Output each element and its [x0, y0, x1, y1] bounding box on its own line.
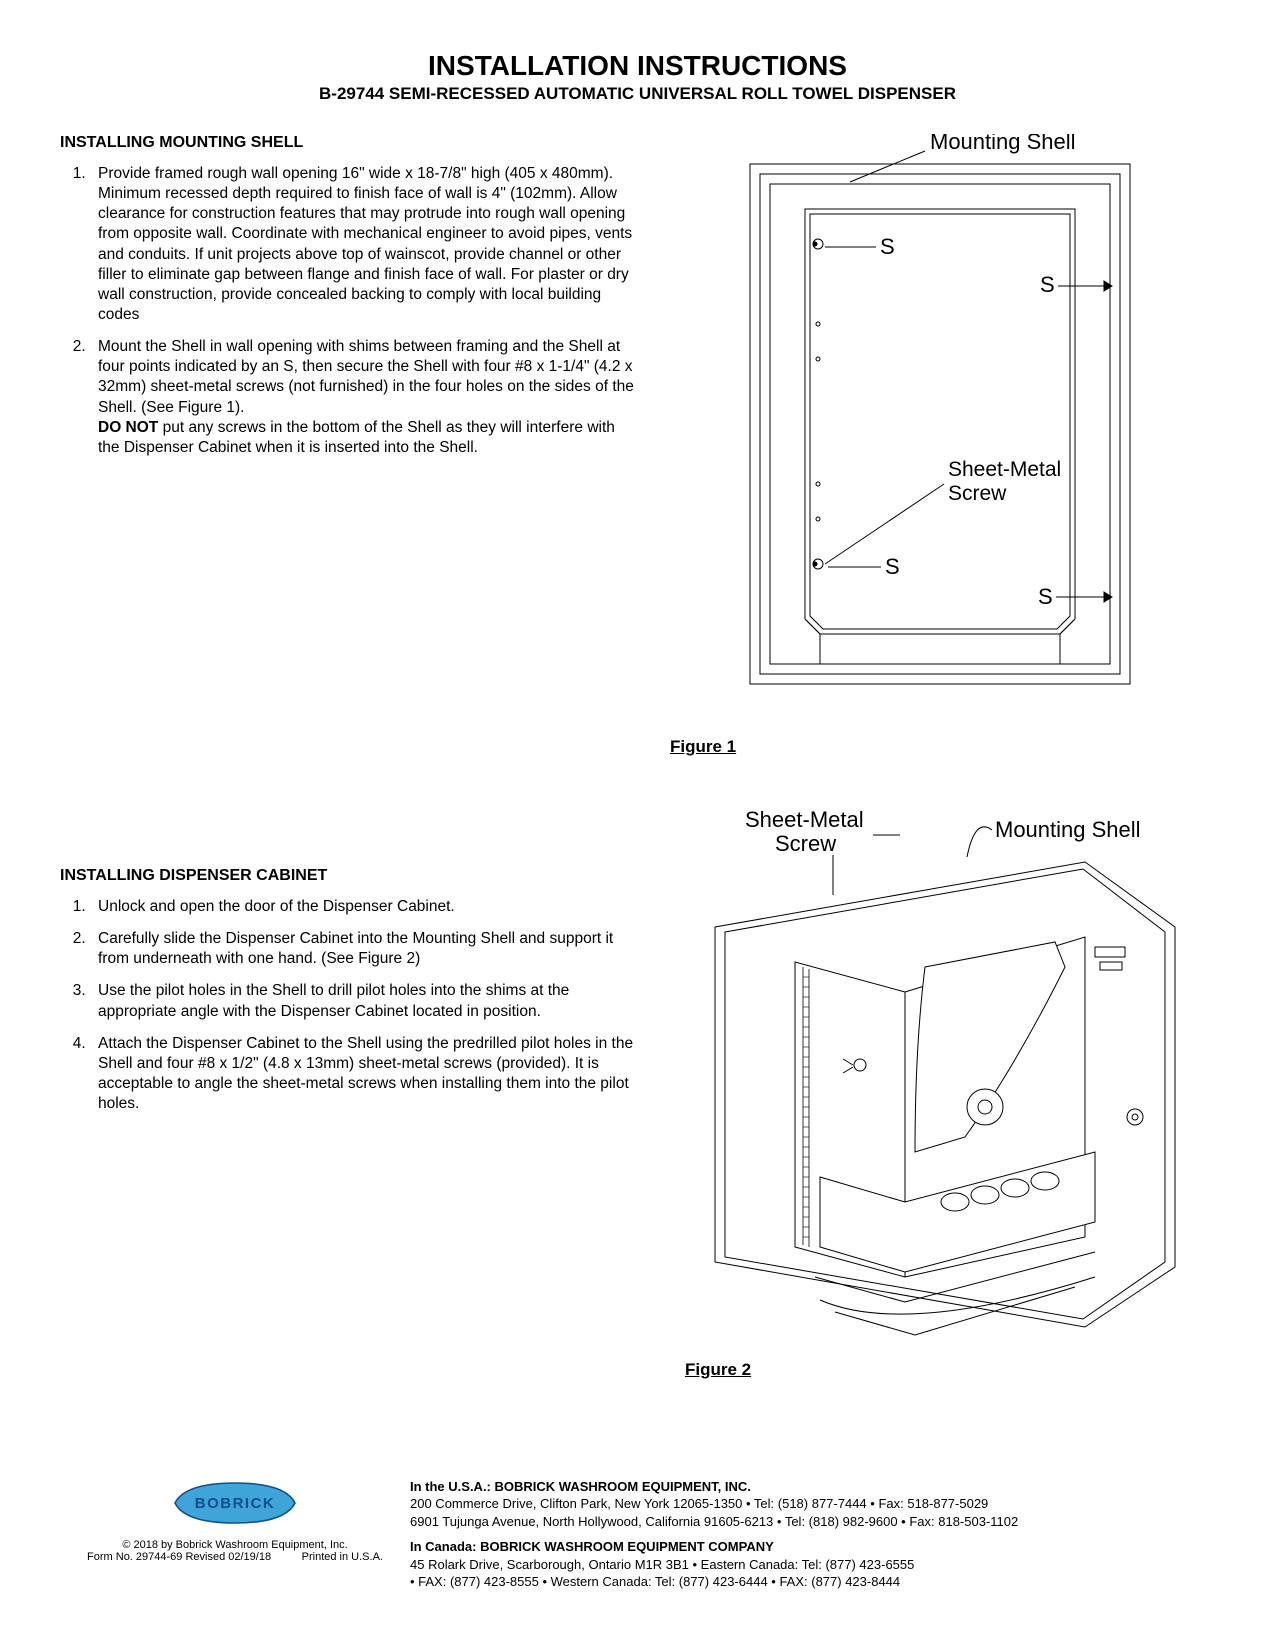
section1-item-2: Mount the Shell in wall opening with shi… [90, 337, 640, 458]
footer-usa-heading: In the U.S.A.: BOBRICK WASHROOM EQUIPMEN… [410, 1478, 1215, 1496]
figure2-caption: Figure 2 [685, 1360, 1215, 1380]
footer-canada-line2: • FAX: (877) 423-8555 • Western Canada: … [410, 1573, 1215, 1591]
footer-usa-line2: 6901 Tujunga Avenue, North Hollywood, Ca… [410, 1513, 1215, 1531]
footer-usa-line1: 200 Commerce Drive, Clifton Park, New Yo… [410, 1495, 1215, 1513]
fig1-s-br: S [1038, 584, 1053, 609]
section2-item-4: Attach the Dispenser Cabinet to the Shel… [90, 1034, 635, 1115]
page-title: INSTALLATION INSTRUCTIONS [60, 50, 1215, 82]
copyright-line: © 2018 by Bobrick Washroom Equipment, In… [60, 1539, 410, 1551]
fig1-label-mounting-shell: Mounting Shell [930, 134, 1076, 154]
section2-item-2: Carefully slide the Dispenser Cabinet in… [90, 929, 635, 969]
form-line: Form No. 29744-69 Revised 02/19/18 Print… [60, 1551, 410, 1563]
section1-item-1: Provide framed rough wall opening 16" wi… [90, 164, 640, 325]
footer: BOBRICK © 2018 by Bobrick Washroom Equip… [60, 1478, 1215, 1591]
footer-canada-heading: In Canada: BOBRICK WASHROOM EQUIPMENT CO… [410, 1538, 1215, 1556]
section1-item-2-bold: DO NOT [98, 419, 158, 436]
fig2-label-sms1: Sheet-Metal [745, 807, 864, 832]
section2-item-3: Use the pilot holes in the Shell to dril… [90, 981, 635, 1021]
fig1-label-sms2: Screw [948, 482, 1007, 505]
figure1-diagram: Mounting Shell S S S S [660, 134, 1180, 724]
section1-item-2-post: put any screws in the bottom of the Shel… [98, 419, 615, 456]
fig2-label-mounting-shell: Mounting Shell [995, 817, 1141, 842]
bobrick-logo: BOBRICK [165, 1478, 305, 1528]
section2-heading: INSTALLING DISPENSER CABINET [60, 867, 635, 885]
figure1-caption: Figure 1 [670, 737, 1215, 757]
section2-item-1: Unlock and open the door of the Dispense… [90, 897, 635, 917]
fig1-label-sms1: Sheet-Metal [948, 458, 1061, 481]
section1-item-2-pre: Mount the Shell in wall opening with shi… [98, 338, 634, 415]
fig1-s-tr: S [1040, 272, 1055, 297]
fig1-s-bl: S [885, 554, 900, 579]
section1-heading: INSTALLING MOUNTING SHELL [60, 134, 640, 152]
fig2-label-sms2: Screw [775, 831, 836, 856]
fig1-s-tl: S [880, 234, 895, 259]
page-subtitle: B-29744 SEMI-RECESSED AUTOMATIC UNIVERSA… [60, 84, 1215, 104]
figure2-diagram: Sheet-Metal Screw Mounting Shell [655, 807, 1215, 1347]
footer-canada-line1: 45 Rolark Drive, Scarborough, Ontario M1… [410, 1556, 1215, 1574]
logo-text: BOBRICK [195, 1495, 276, 1512]
